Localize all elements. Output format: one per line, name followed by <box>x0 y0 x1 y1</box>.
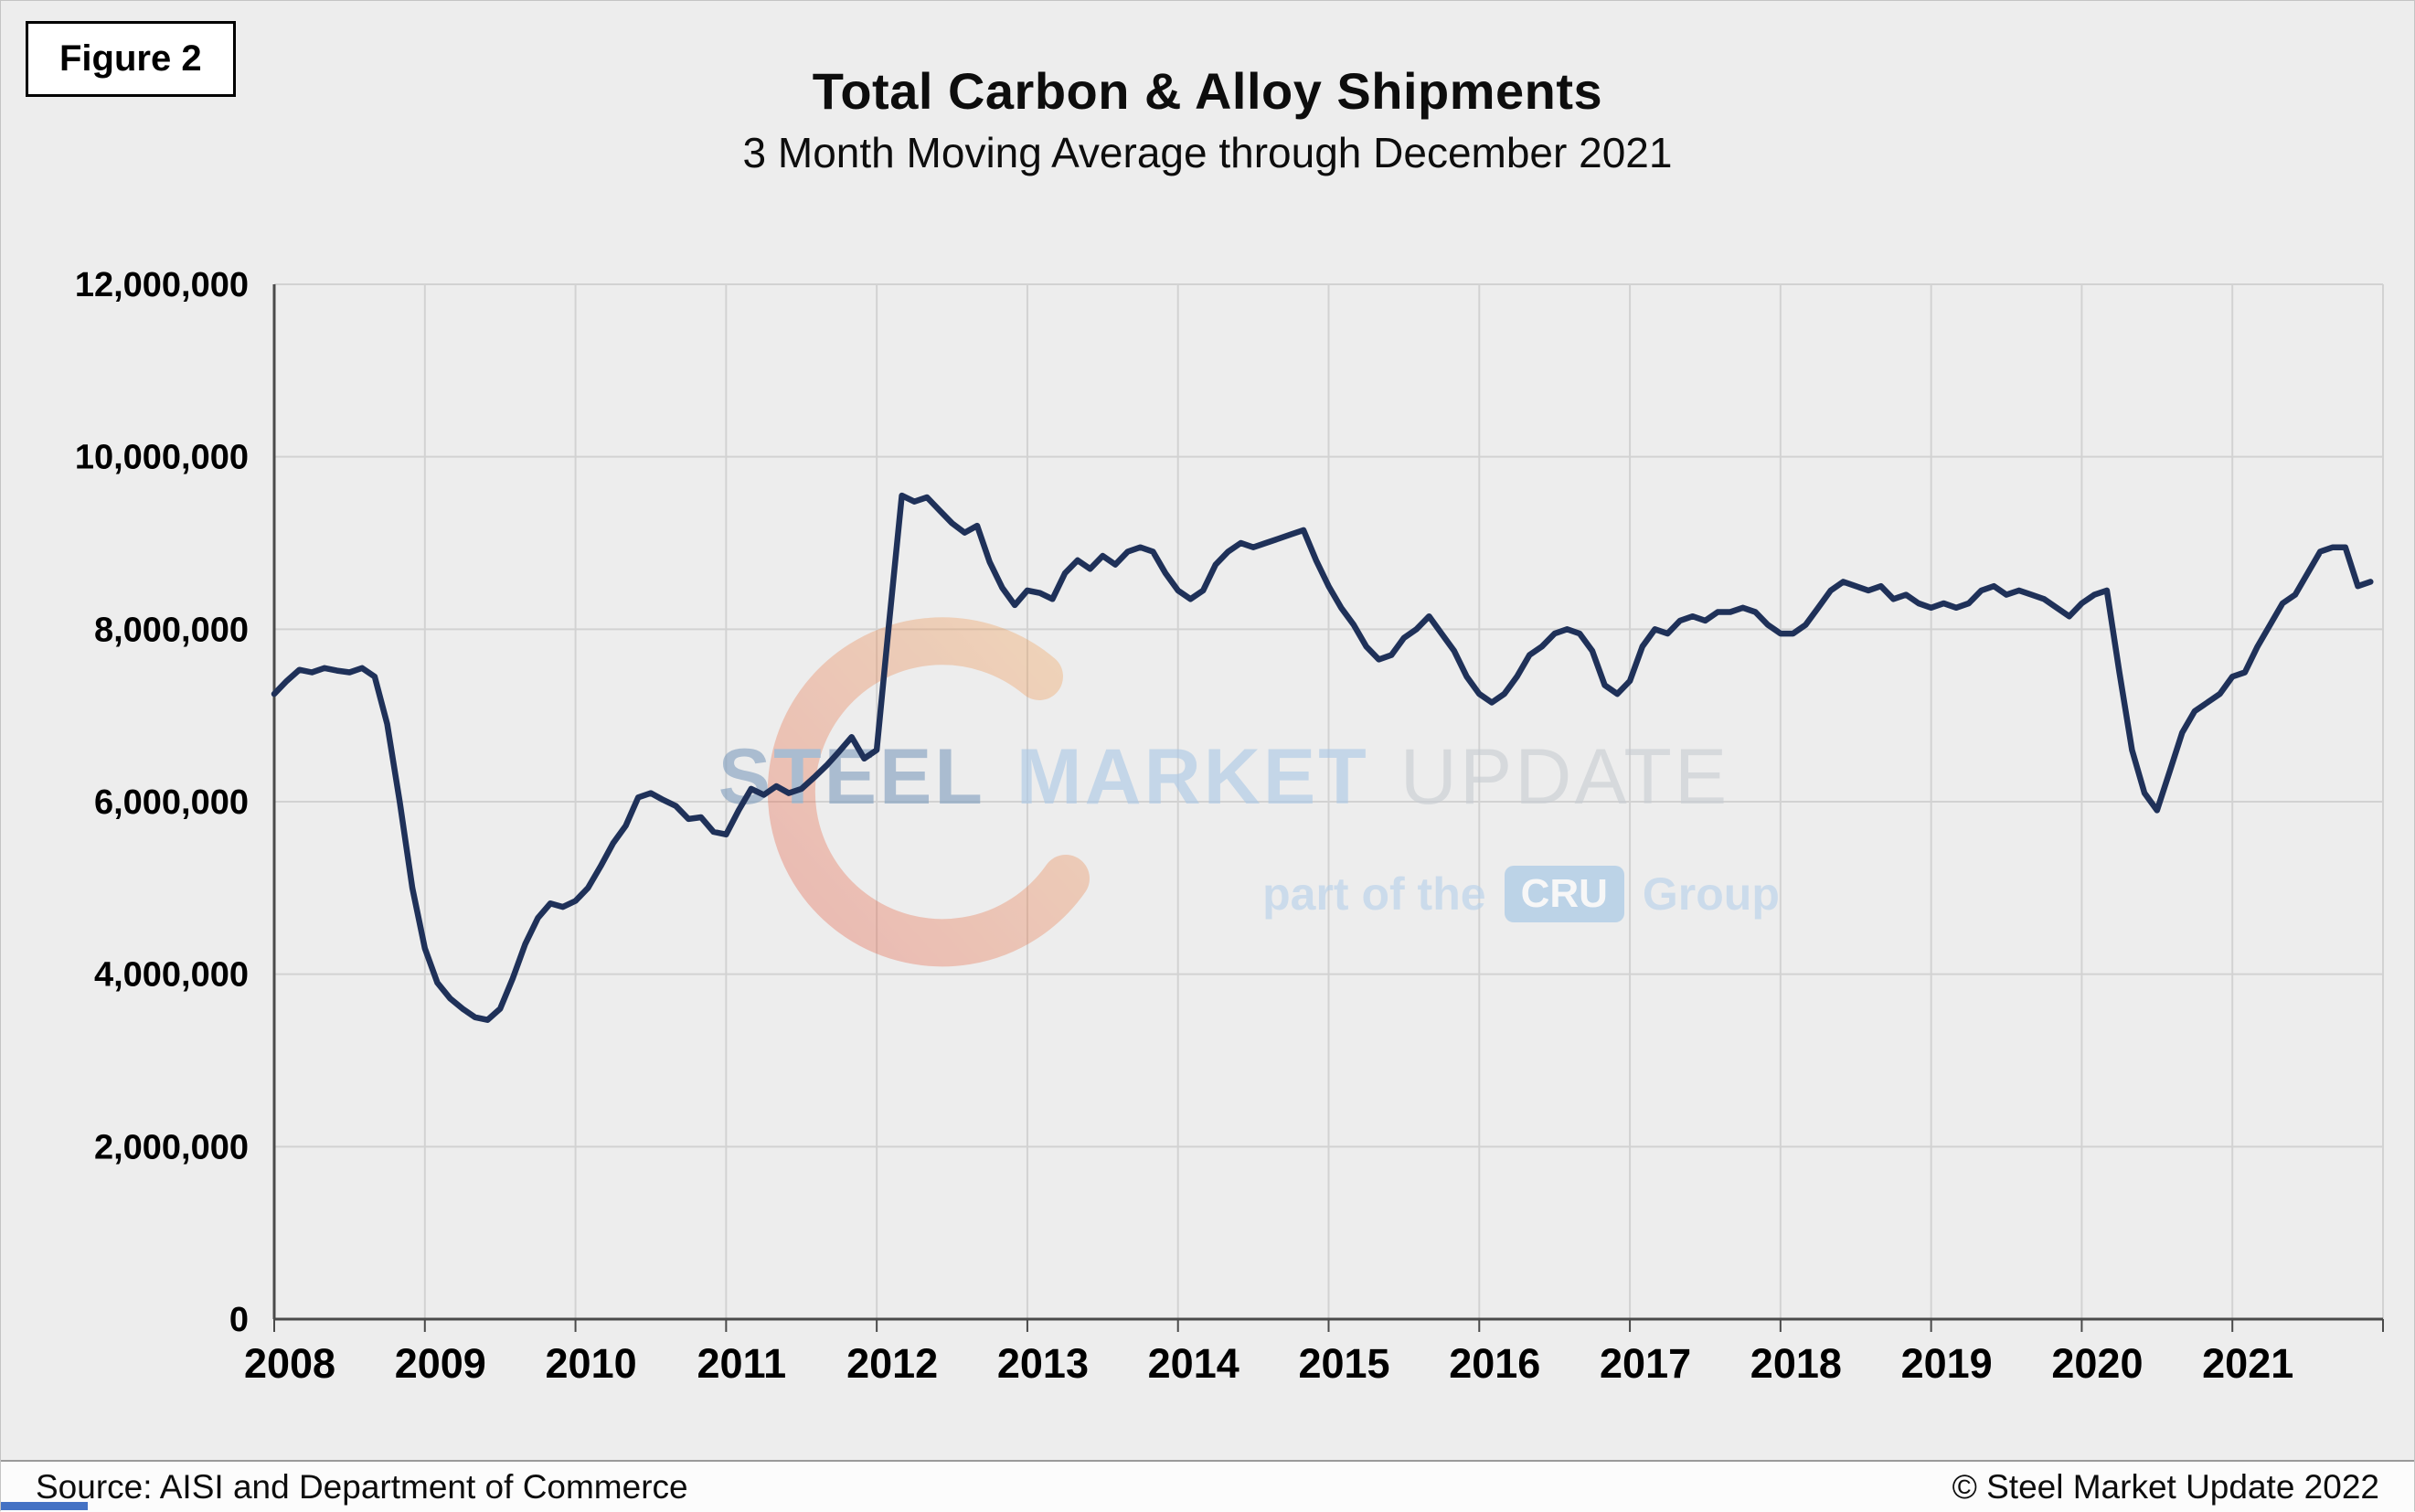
y-axis-tick-label: 8,000,000 <box>94 611 249 649</box>
x-axis-tick-label: 2017 <box>1600 1340 1691 1387</box>
chart-line-layer <box>271 492 2374 1023</box>
watermark-tagline-prefix: part of the <box>1262 868 1486 920</box>
y-axis-tick-label: 10,000,000 <box>75 439 249 477</box>
watermark-tagline: part of the CRU Group <box>1064 860 1978 928</box>
smu-logo-crescent-icon <box>767 617 1090 967</box>
y-axis-tick-label: 4,000,000 <box>94 956 249 995</box>
footer-bar: Source: AISI and Department of Commerce … <box>1 1460 2414 1512</box>
x-axis-tick-label: 2014 <box>1148 1340 1239 1387</box>
y-axis-tick-label: 2,000,000 <box>94 1128 249 1166</box>
x-axis-tick-label: 2015 <box>1298 1340 1389 1387</box>
chart-subtitle: 3 Month Moving Average through December … <box>742 129 1673 176</box>
copyright-text: © Steel Market Update 2022 <box>1952 1467 2379 1506</box>
x-axis-tick-label: 2016 <box>1449 1340 1540 1387</box>
x-axis-tick-label: 2008 <box>244 1340 335 1387</box>
x-axis-tick-label: 2018 <box>1750 1340 1842 1387</box>
x-axis-tick-label: 2011 <box>697 1340 787 1387</box>
cru-logo-badge: CRU <box>1504 866 1624 922</box>
watermark-word-steel: STEEL <box>718 733 985 821</box>
watermark-wordmark: STEEL MARKET UPDATE <box>511 732 1937 823</box>
x-axis-tick-label: 2021 <box>2202 1340 2293 1387</box>
shipments-line-series <box>271 492 2374 1023</box>
y-axis-tick-label: 6,000,000 <box>94 783 249 822</box>
source-text: Source: AISI and Department of Commerce <box>36 1467 688 1506</box>
chart-grid-layer: 0 2,000,000 4,000,000 6,000,000 8,000,000 10,… <box>75 266 2384 1387</box>
bottom-accent-bar <box>1 1502 88 1510</box>
watermark-word-update: UPDATE <box>1399 733 1730 821</box>
watermark-tagline-suffix: Group <box>1642 868 1780 920</box>
y-axis-tick-label: 0 <box>229 1301 249 1339</box>
title-block: Total Carbon & Alloy Shipments 3 Month M… <box>1 61 2414 177</box>
x-axis-tick-label: 2009 <box>395 1340 486 1387</box>
figure-label: Figure 2 <box>26 21 236 97</box>
x-axis-tick-label: 2012 <box>846 1340 938 1387</box>
chart-title: Total Carbon & Alloy Shipments <box>812 62 1603 120</box>
y-axis-tick-label: 12,000,000 <box>75 266 249 304</box>
x-axis-tick-label: 2013 <box>997 1340 1089 1387</box>
x-axis-tick-label: 2010 <box>546 1340 637 1387</box>
x-axis-tick-label: 2020 <box>2051 1340 2143 1387</box>
x-axis-tick-label: 2019 <box>1901 1340 1993 1387</box>
watermark-word-market: MARKET <box>1016 733 1369 821</box>
